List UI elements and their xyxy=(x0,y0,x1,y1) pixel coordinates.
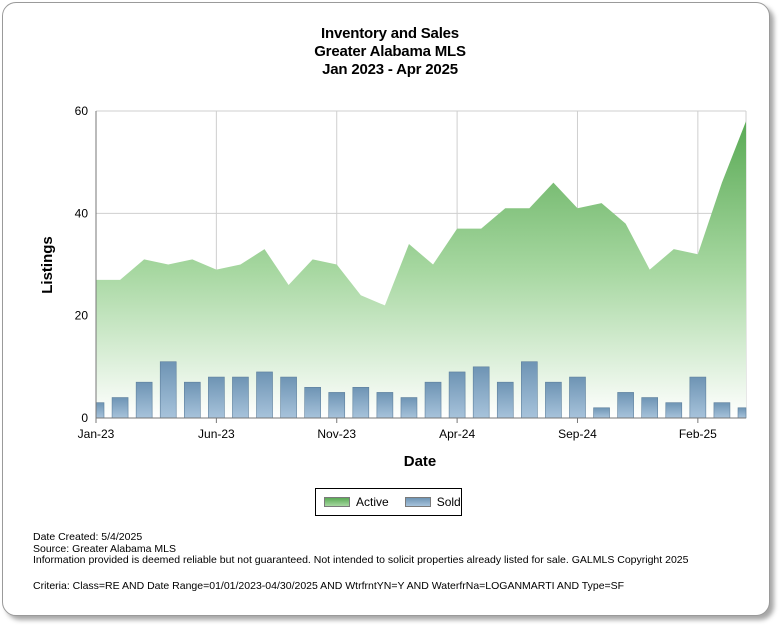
sold-bar xyxy=(352,386,370,419)
sold-bar xyxy=(95,402,105,419)
x-tick-label: Jan-23 xyxy=(78,427,115,441)
sold-bar xyxy=(496,381,514,419)
sold-bar xyxy=(376,392,394,419)
sold-bar xyxy=(159,361,177,419)
legend-swatch-sold xyxy=(404,497,431,507)
disclaimer: Information provided is deemed reliable … xyxy=(33,554,689,566)
axes: 0 20 40 60 Jan-23 Jun-23 Nov-23 Apr-24 Sep-24 Feb… xyxy=(75,104,746,441)
chart-title-line3: Jan 2023 - Apr 2025 xyxy=(322,61,458,78)
x-tick-label: Sep-24 xyxy=(558,427,597,441)
sold-bar xyxy=(232,376,249,419)
sold-bar-series xyxy=(95,361,747,419)
legend-swatch-active xyxy=(324,497,350,507)
chart-legend: Active Sold xyxy=(315,488,462,516)
x-tick-label: Feb-25 xyxy=(679,427,717,441)
sold-bar xyxy=(328,392,346,419)
chart-title-line2: Greater Alabama MLS xyxy=(314,43,466,60)
active-area xyxy=(96,121,746,418)
x-axis-label: Date xyxy=(404,453,437,470)
sold-bar xyxy=(183,381,201,419)
y-tick-label: 0 xyxy=(81,411,88,425)
sold-bar xyxy=(689,376,707,419)
y-tick-label: 20 xyxy=(75,309,89,323)
sold-bar xyxy=(448,371,466,419)
sold-bar xyxy=(280,376,297,419)
source-note: Source: Greater Alabama MLS xyxy=(33,542,176,555)
sold-bar xyxy=(617,392,634,419)
legend-item-sold: Sold xyxy=(404,495,461,509)
sold-bar xyxy=(256,371,273,419)
legend-label-active: Active xyxy=(356,495,389,509)
sold-bar xyxy=(208,376,225,419)
sold-bar xyxy=(135,381,153,419)
sold-bar xyxy=(304,386,321,419)
sold-bar xyxy=(111,397,129,419)
sold-bar xyxy=(424,381,442,419)
legend-item-active: Active xyxy=(324,495,389,509)
chart-title-line1: Inventory and Sales xyxy=(321,25,459,42)
x-tick-label: Apr-24 xyxy=(439,427,475,441)
sold-bar xyxy=(569,376,586,419)
sold-bar xyxy=(400,397,418,419)
sold-bar xyxy=(665,402,683,419)
y-tick-label: 40 xyxy=(75,206,89,220)
sold-bar xyxy=(545,381,562,419)
sold-bar xyxy=(521,361,538,419)
active-area-series xyxy=(96,121,746,418)
x-tick-label: Jun-23 xyxy=(198,427,235,441)
legend-label-sold: Sold xyxy=(436,495,461,509)
x-tick-label: Nov-23 xyxy=(317,427,356,441)
y-tick-label: 60 xyxy=(75,104,89,118)
chart-title: Inventory and Sales Greater Alabama MLS … xyxy=(0,25,780,79)
sold-bar xyxy=(641,397,659,419)
sold-bar xyxy=(593,407,610,419)
footer-notes: Date Created: 5/4/2025 Source: Greater A… xyxy=(33,531,689,567)
date-created: Date Created: 5/4/2025 xyxy=(33,531,143,543)
sold-bar xyxy=(737,407,747,419)
criteria-note: Criteria: Class=RE AND Date Range=01/01/… xyxy=(33,580,625,592)
sold-bar xyxy=(472,366,490,419)
y-axis-label: Listings xyxy=(39,236,56,294)
sold-bar xyxy=(713,402,731,419)
